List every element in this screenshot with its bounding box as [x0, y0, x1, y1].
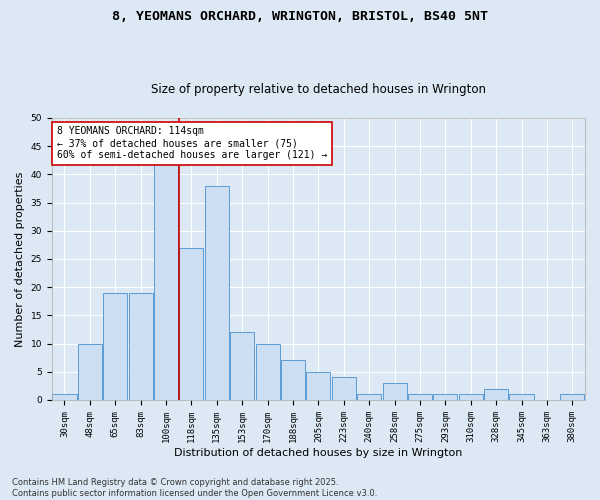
Bar [103, 293, 127, 400]
Bar [52, 394, 77, 400]
Bar [408, 394, 432, 400]
Bar [560, 394, 584, 400]
Text: 8 YEOMANS ORCHARD: 114sqm
← 37% of detached houses are smaller (75)
60% of semi-: 8 YEOMANS ORCHARD: 114sqm ← 37% of detac… [57, 126, 328, 160]
X-axis label: Distribution of detached houses by size in Wrington: Distribution of detached houses by size … [174, 448, 463, 458]
Bar [128, 293, 153, 400]
Bar [433, 394, 457, 400]
Bar [332, 378, 356, 400]
Bar [256, 344, 280, 400]
Bar [509, 394, 533, 400]
Bar [154, 163, 178, 400]
Y-axis label: Number of detached properties: Number of detached properties [15, 172, 25, 346]
Title: Size of property relative to detached houses in Wrington: Size of property relative to detached ho… [151, 83, 486, 96]
Bar [230, 332, 254, 400]
Bar [383, 383, 407, 400]
Bar [484, 388, 508, 400]
Bar [205, 186, 229, 400]
Bar [281, 360, 305, 400]
Text: 8, YEOMANS ORCHARD, WRINGTON, BRISTOL, BS40 5NT: 8, YEOMANS ORCHARD, WRINGTON, BRISTOL, B… [112, 10, 488, 23]
Bar [307, 372, 331, 400]
Bar [357, 394, 381, 400]
Bar [179, 248, 203, 400]
Text: Contains HM Land Registry data © Crown copyright and database right 2025.
Contai: Contains HM Land Registry data © Crown c… [12, 478, 377, 498]
Bar [78, 344, 102, 400]
Bar [458, 394, 483, 400]
